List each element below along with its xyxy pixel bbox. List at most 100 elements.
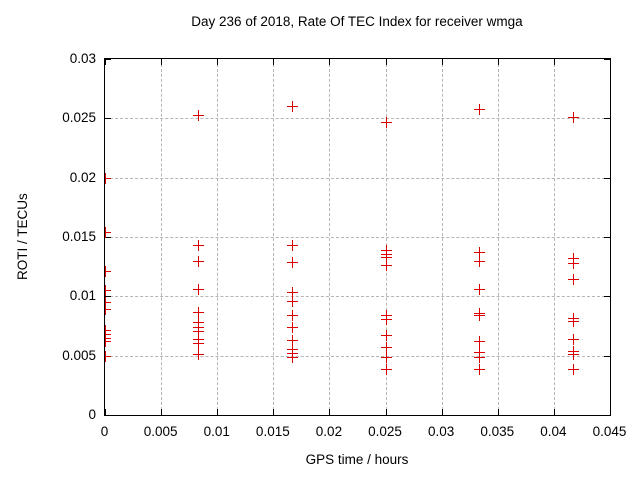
data-point-marker bbox=[474, 352, 485, 363]
plus-icon-vbar bbox=[386, 342, 387, 353]
y-tick-label: 0.01 bbox=[69, 288, 96, 304]
x-tick-bottom bbox=[105, 409, 106, 415]
y-gridline bbox=[105, 118, 610, 119]
x-tick-top bbox=[386, 59, 387, 65]
y-tick-left bbox=[105, 296, 111, 297]
plus-icon-vbar bbox=[386, 260, 387, 271]
plus-icon-vbar bbox=[292, 101, 293, 112]
y-tick-label: 0.03 bbox=[69, 51, 96, 66]
data-point-marker bbox=[568, 258, 579, 269]
x-tick-top bbox=[498, 59, 499, 65]
plus-icon-vbar bbox=[573, 258, 574, 269]
y-gridline bbox=[105, 178, 610, 179]
x-tick-bottom bbox=[217, 409, 218, 415]
y-tick-right bbox=[604, 59, 610, 60]
plus-icon-hbar bbox=[105, 330, 111, 331]
data-point-marker bbox=[105, 173, 111, 184]
plus-icon-hbar bbox=[105, 356, 111, 357]
y-tick-right bbox=[604, 237, 610, 238]
x-tick-label: 0.04 bbox=[540, 424, 567, 439]
x-tick-label: 0.005 bbox=[143, 424, 178, 439]
plus-icon-vbar bbox=[386, 314, 387, 325]
data-point-marker bbox=[193, 338, 204, 349]
data-point-marker bbox=[193, 284, 204, 295]
data-point-marker bbox=[105, 336, 111, 347]
plus-icon-vbar bbox=[105, 304, 106, 315]
x-tick-label: 0.015 bbox=[255, 424, 290, 439]
plus-icon-vbar bbox=[479, 336, 480, 347]
plus-icon-vbar bbox=[292, 335, 293, 346]
data-point-marker bbox=[193, 110, 204, 121]
plus-icon-hbar bbox=[105, 341, 111, 342]
plus-icon-hbar bbox=[105, 334, 111, 335]
plus-icon-vbar bbox=[198, 110, 199, 121]
plus-icon-vbar bbox=[573, 334, 574, 345]
data-point-marker bbox=[474, 310, 485, 321]
x-tick-top bbox=[105, 59, 106, 65]
plus-icon-vbar bbox=[292, 296, 293, 307]
y-tick-label: 0 bbox=[88, 407, 96, 422]
plus-icon-hbar bbox=[105, 302, 111, 303]
x-tick-label: 0 bbox=[100, 424, 109, 439]
y-tick-label: 0.015 bbox=[62, 229, 96, 244]
x-tick-top bbox=[610, 59, 611, 65]
plus-icon-hbar bbox=[105, 178, 111, 179]
plus-icon-vbar bbox=[386, 252, 387, 263]
plus-icon-vbar bbox=[479, 284, 480, 295]
plus-icon-vbar bbox=[386, 364, 387, 375]
data-point-marker bbox=[105, 266, 111, 277]
x-tick-bottom bbox=[329, 409, 330, 415]
plus-icon-vbar bbox=[198, 326, 199, 337]
data-point-marker bbox=[287, 335, 298, 346]
data-point-marker bbox=[474, 336, 485, 347]
data-point-marker bbox=[105, 227, 111, 238]
plus-icon-vbar bbox=[292, 310, 293, 321]
plus-icon-vbar bbox=[198, 284, 199, 295]
x-tick-label: 0.02 bbox=[315, 424, 343, 439]
plus-icon-vbar bbox=[479, 364, 480, 375]
chart-title: Day 236 of 2018, Rate Of TEC Index for r… bbox=[191, 14, 523, 29]
data-point-marker bbox=[105, 297, 111, 308]
data-point-marker bbox=[287, 257, 298, 268]
y-tick-right bbox=[604, 415, 610, 416]
x-tick-label: 0.025 bbox=[368, 424, 402, 439]
y-tick-left bbox=[105, 59, 111, 60]
x-tick-top bbox=[329, 59, 330, 65]
x-tick-label: 0.01 bbox=[203, 424, 230, 439]
plus-icon-hbar bbox=[105, 232, 111, 233]
data-point-marker bbox=[381, 252, 392, 263]
data-point-marker bbox=[193, 256, 204, 267]
data-point-marker bbox=[193, 240, 204, 251]
data-point-marker bbox=[568, 364, 579, 375]
plus-icon-vbar bbox=[292, 240, 293, 251]
x-tick-bottom bbox=[273, 409, 274, 415]
x-tick-bottom bbox=[554, 409, 555, 415]
x-tick-label: 0.045 bbox=[592, 424, 627, 439]
plus-icon-vbar bbox=[105, 285, 106, 296]
data-point-marker bbox=[568, 349, 579, 360]
plus-icon-hbar bbox=[105, 309, 111, 310]
data-point-marker bbox=[568, 316, 579, 327]
plus-icon-vbar bbox=[292, 322, 293, 333]
plus-icon-hbar bbox=[105, 338, 111, 339]
y-tick-label: 0.02 bbox=[69, 169, 96, 185]
data-point-marker bbox=[193, 307, 204, 318]
data-point-marker bbox=[568, 274, 579, 285]
plus-icon-vbar bbox=[479, 256, 480, 267]
plus-icon-vbar bbox=[198, 349, 199, 360]
plus-icon-vbar bbox=[573, 316, 574, 327]
data-point-marker bbox=[287, 101, 298, 112]
data-point-marker bbox=[381, 364, 392, 375]
plus-icon-vbar bbox=[386, 352, 387, 363]
y-gridline bbox=[105, 237, 610, 238]
data-point-marker bbox=[568, 112, 579, 123]
x-tick-bottom bbox=[498, 409, 499, 415]
data-point-marker bbox=[381, 117, 392, 128]
data-point-marker bbox=[568, 334, 579, 345]
x-tick-top bbox=[161, 59, 162, 65]
data-point-marker bbox=[287, 296, 298, 307]
data-point-marker bbox=[381, 260, 392, 271]
data-point-marker bbox=[381, 352, 392, 363]
x-axis-label: GPS time / hours bbox=[305, 452, 409, 467]
y-tick-right bbox=[604, 178, 610, 179]
